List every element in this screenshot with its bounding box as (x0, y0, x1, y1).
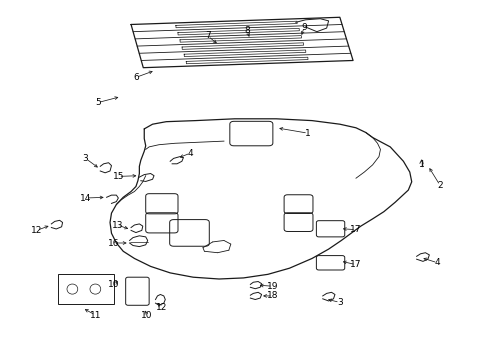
Text: 4: 4 (434, 258, 440, 267)
Text: 10: 10 (141, 310, 152, 320)
Text: 16: 16 (107, 239, 119, 248)
Text: 15: 15 (112, 172, 124, 181)
Text: 7: 7 (204, 31, 210, 40)
Text: 18: 18 (266, 291, 278, 300)
Text: 6: 6 (133, 73, 139, 82)
Text: 5: 5 (95, 98, 101, 107)
Text: 3: 3 (82, 154, 88, 163)
Text: 17: 17 (349, 225, 361, 234)
Text: 11: 11 (89, 310, 101, 320)
Text: 2: 2 (436, 181, 442, 190)
Text: 3: 3 (336, 298, 342, 307)
Text: 12: 12 (31, 226, 42, 235)
Bar (58, 274, 114, 304)
Text: 9: 9 (301, 22, 306, 31)
Text: 10: 10 (108, 280, 120, 289)
Text: 19: 19 (266, 282, 278, 291)
Text: 14: 14 (80, 194, 91, 202)
Text: 17: 17 (349, 260, 361, 269)
Text: 1: 1 (305, 129, 310, 138)
Text: 12: 12 (155, 303, 167, 312)
Text: 8: 8 (244, 26, 249, 35)
Text: 13: 13 (111, 220, 123, 230)
Text: 4: 4 (187, 148, 193, 158)
